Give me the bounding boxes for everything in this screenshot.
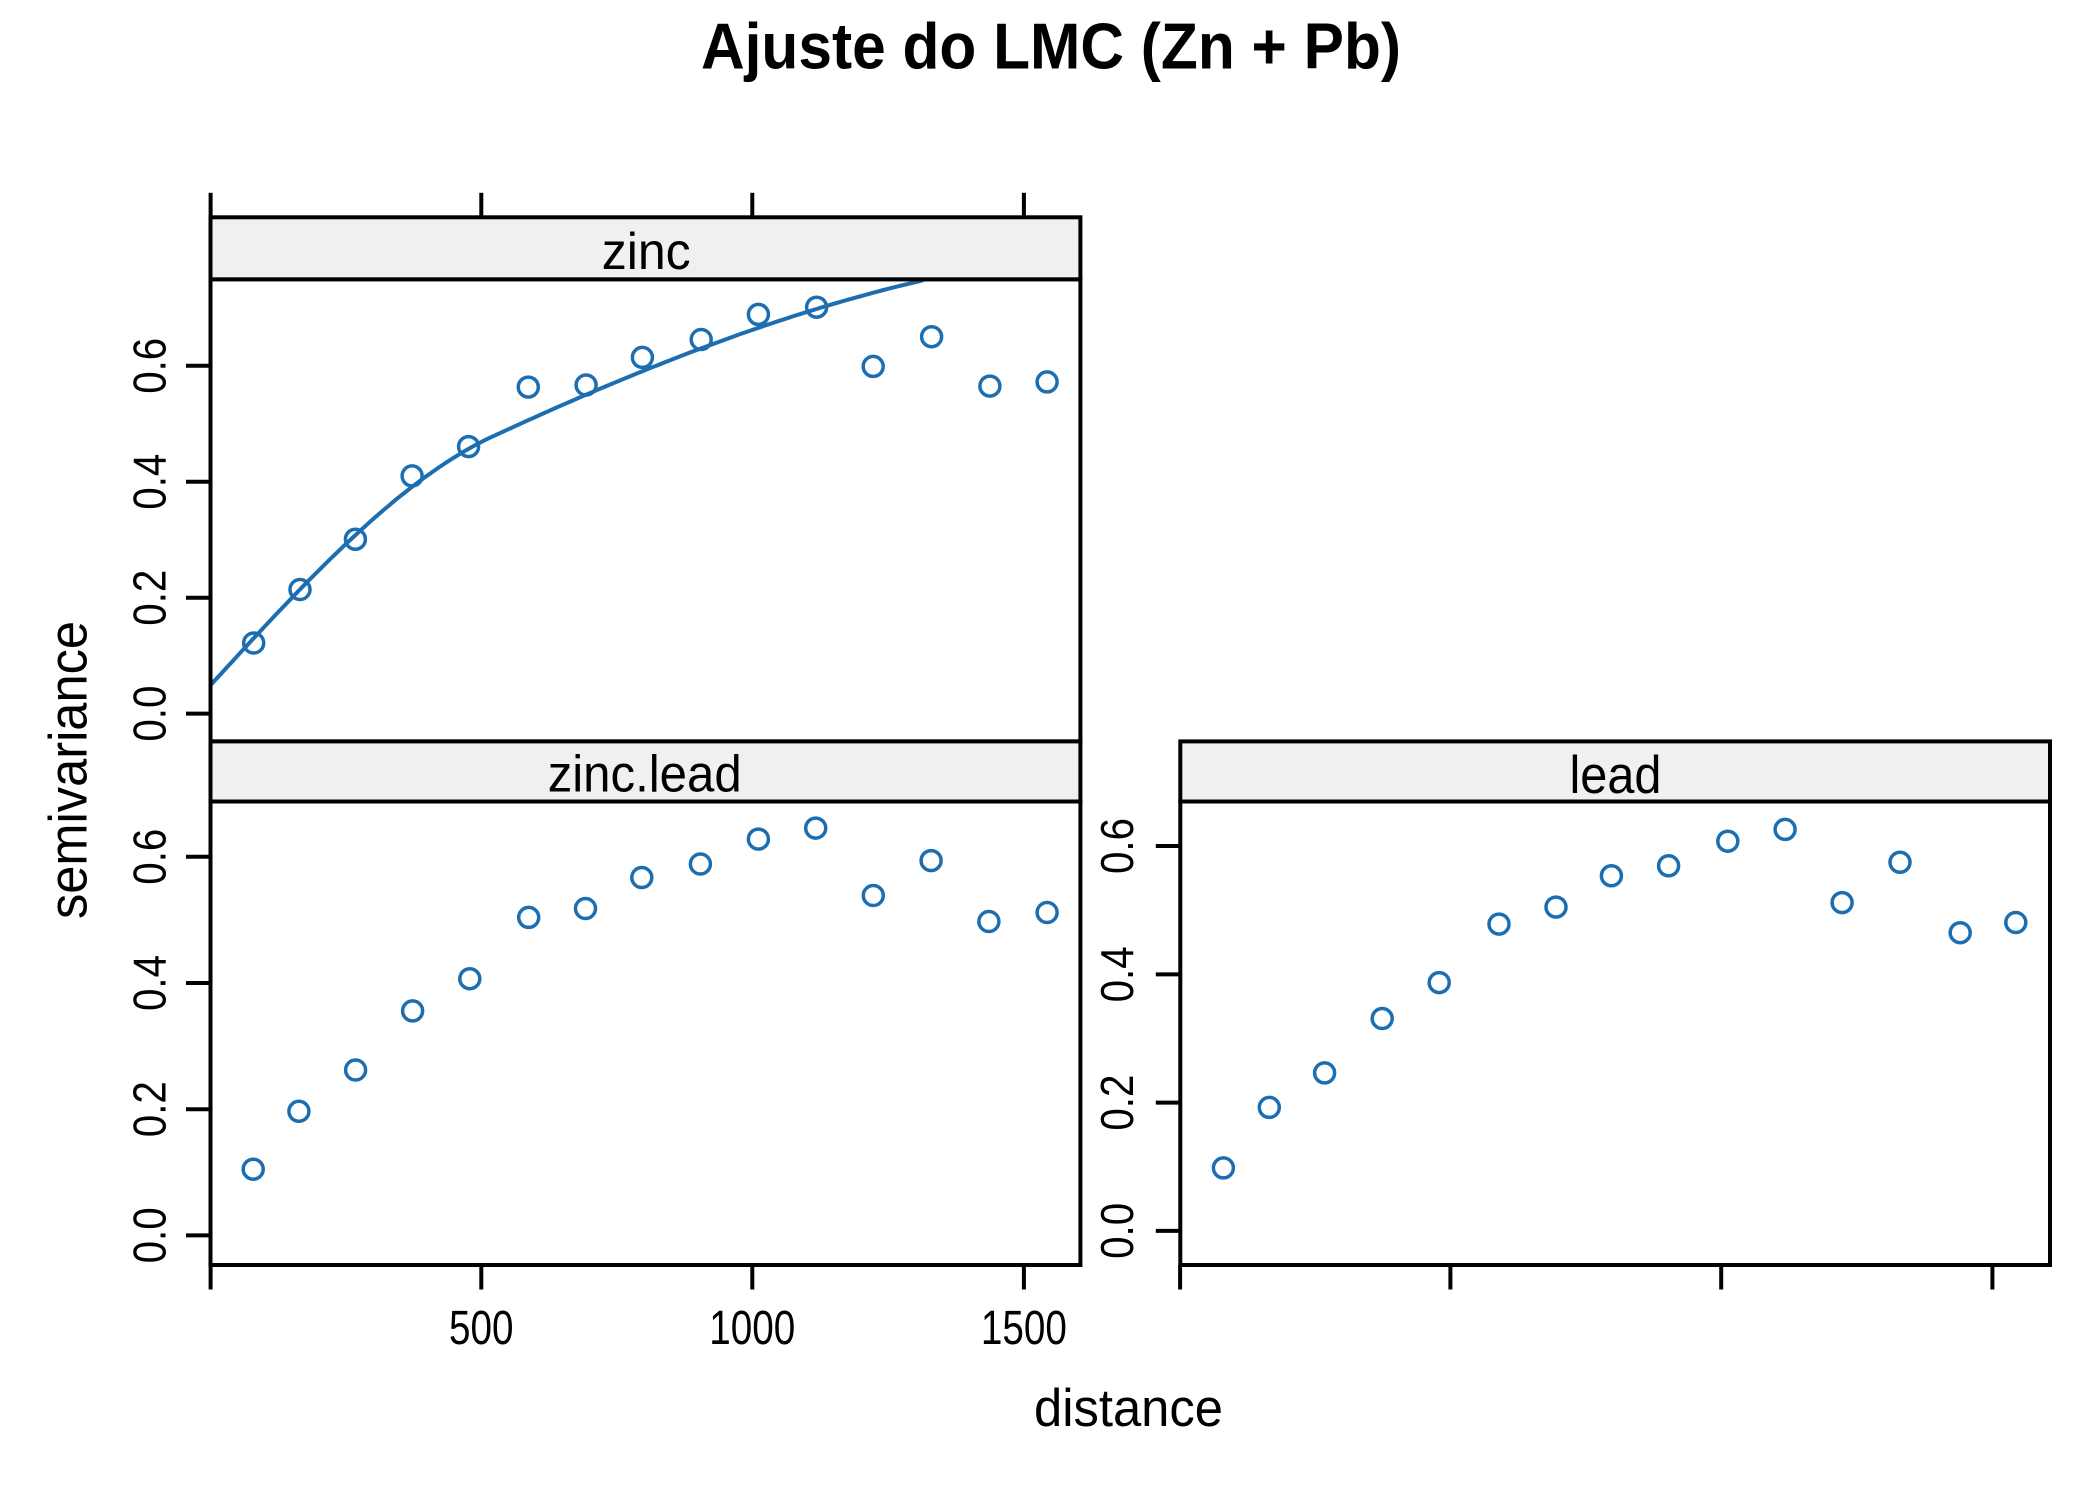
svg-text:1500: 1500 xyxy=(981,1302,1067,1355)
svg-text:0.2: 0.2 xyxy=(123,1081,175,1137)
svg-text:semivariance: semivariance xyxy=(39,621,99,919)
svg-text:500: 500 xyxy=(449,1302,514,1355)
svg-text:1000: 1000 xyxy=(709,1302,795,1355)
svg-text:zinc.lead: zinc.lead xyxy=(548,745,742,803)
svg-text:lead: lead xyxy=(1570,746,1662,805)
svg-text:Ajuste do LMC (Zn + Pb): Ajuste do LMC (Zn + Pb) xyxy=(701,10,1401,83)
svg-text:0.4: 0.4 xyxy=(1091,946,1143,1002)
svg-text:0.6: 0.6 xyxy=(123,338,175,394)
svg-text:0.0: 0.0 xyxy=(123,686,175,742)
svg-text:0.0: 0.0 xyxy=(123,1207,175,1263)
svg-text:0.2: 0.2 xyxy=(123,570,175,626)
svg-text:0.4: 0.4 xyxy=(123,955,175,1011)
svg-text:distance: distance xyxy=(1034,1379,1223,1438)
svg-text:0.0: 0.0 xyxy=(1091,1203,1143,1259)
svg-text:0.4: 0.4 xyxy=(123,454,175,510)
svg-text:zinc: zinc xyxy=(602,223,691,281)
svg-text:0.6: 0.6 xyxy=(123,829,175,885)
svg-text:0.2: 0.2 xyxy=(1091,1075,1143,1131)
svg-text:0.6: 0.6 xyxy=(1091,818,1143,874)
